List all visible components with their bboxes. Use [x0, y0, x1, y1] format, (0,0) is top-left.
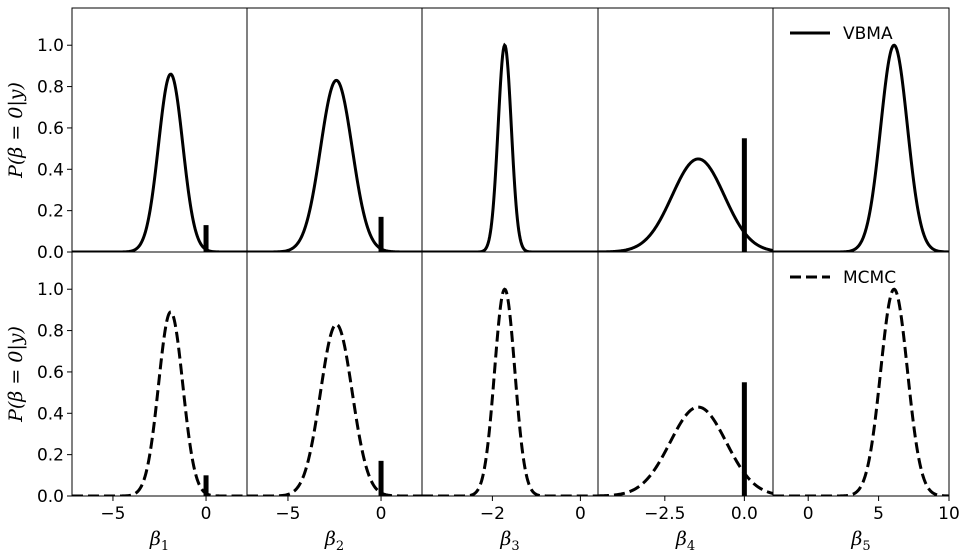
y-tick-label: 0.6: [37, 363, 64, 383]
y-tick-label: 0.2: [37, 202, 64, 222]
legend-label: VBMA: [843, 24, 893, 44]
mcmc-density-line: [247, 322, 422, 496]
y-tick-label: 0.0: [37, 243, 64, 263]
legend-vbma: VBMA: [790, 24, 893, 44]
mcmc-density-line: [773, 287, 949, 496]
x-axis-label: β3: [499, 528, 519, 554]
panel-frame: [421, 251, 599, 497]
panel-r2-c1: −5 0 β1: [71, 251, 248, 554]
y-tick-label: 0.4: [37, 160, 64, 180]
vbma-density-line: [773, 43, 949, 252]
y-tick-label: 0.8: [37, 78, 64, 98]
y-tick-label: 0.4: [37, 404, 64, 424]
vbma-density-line: [422, 42, 598, 252]
y-tick-label: 0.2: [37, 446, 64, 466]
y-axis-label: P(β = 0|y): [5, 82, 27, 179]
panel-frame: [772, 7, 950, 253]
y-tick-label: 0.8: [37, 322, 64, 342]
x-axis-label: β1: [149, 528, 169, 554]
panel-r2-c3: −2 0 β3: [421, 251, 599, 554]
panel-r2-c4: −2.5 0.0 β4: [597, 251, 774, 554]
panel-frame: [246, 7, 423, 253]
x-tick-label: 0: [376, 504, 387, 524]
panel-r2-c5: 0 5 10 β5: [772, 251, 960, 554]
x-axis-label: β2: [324, 528, 344, 554]
x-tick-label: −2.5: [644, 504, 685, 524]
x-tick-label: 0.0: [731, 504, 758, 524]
panel-frame: [246, 251, 423, 497]
x-tick-label: −2: [480, 504, 505, 524]
x-tick-label: 5: [873, 504, 884, 524]
x-tick-label: −5: [100, 504, 125, 524]
legend-label: MCMC: [843, 268, 896, 288]
x-tick-label: 0: [201, 504, 212, 524]
panel-r1-c3: [421, 7, 599, 253]
vbma-density-line: [72, 72, 247, 252]
x-tick-label: 10: [938, 504, 960, 524]
y-axis-label: P(β = 0|y): [5, 326, 27, 423]
panel-r2-c2: −5 0 β2: [246, 251, 423, 554]
y-tick-label: 0.6: [37, 119, 64, 139]
mcmc-density-line: [72, 310, 247, 496]
spike-bar: [741, 138, 747, 252]
vbma-density-line: [247, 78, 422, 252]
spike-bar: [203, 475, 209, 496]
x-tick-label: 0: [575, 504, 586, 524]
y-tick-label: 0.0: [37, 487, 64, 507]
y-tick-label: 1.0: [37, 36, 64, 56]
spike-bar: [378, 216, 384, 252]
panel-frame: [772, 251, 950, 497]
panel-r1-c2: [246, 7, 423, 253]
x-tick-label: 0: [803, 504, 814, 524]
spike-bar: [378, 460, 384, 496]
panel-r1-c1: [71, 7, 248, 253]
legend-mcmc: MCMC: [790, 268, 896, 288]
y-tick-label: 1.0: [37, 280, 64, 300]
x-axis-label: β4: [675, 528, 695, 554]
x-tick-label: −5: [275, 504, 300, 524]
panel-r1-c4: [597, 7, 774, 253]
spike-bar: [203, 225, 209, 252]
mcmc-density-line: [422, 287, 598, 496]
x-axis-label: β5: [850, 528, 870, 554]
panel-frame: [71, 251, 248, 497]
panel-r1-c5: [772, 7, 950, 253]
spike-bar: [741, 382, 747, 496]
